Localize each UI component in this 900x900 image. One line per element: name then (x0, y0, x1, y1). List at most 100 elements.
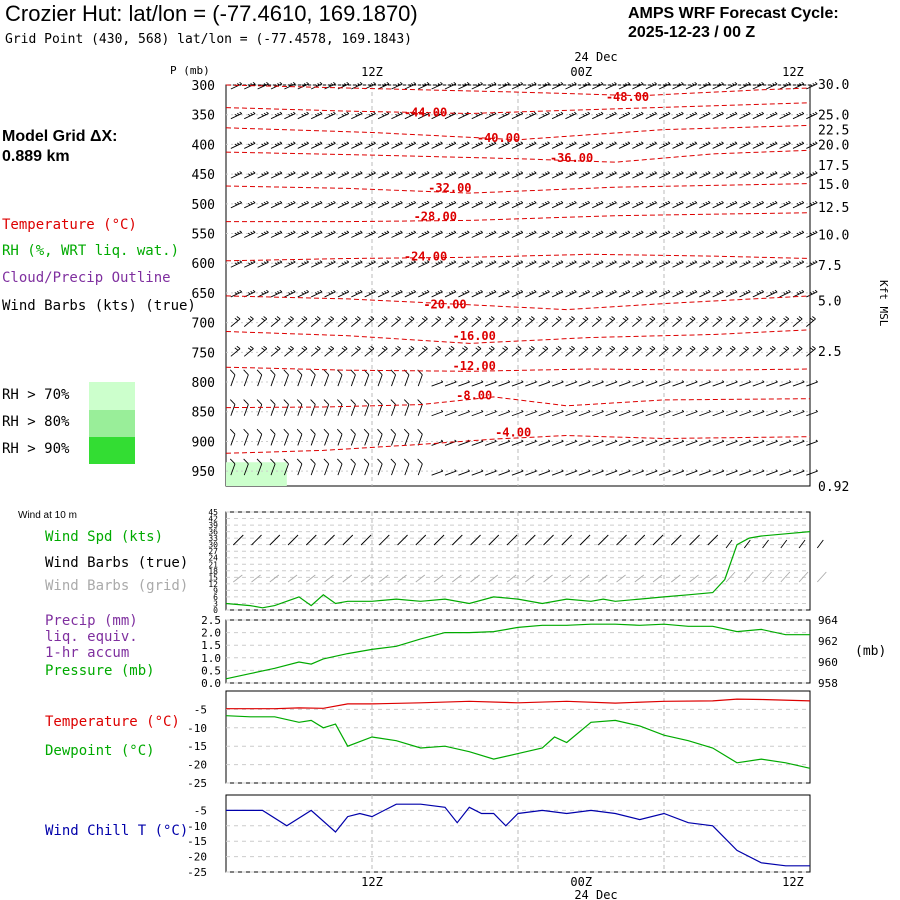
wind-barb-flag (252, 141, 256, 144)
wind-barb-staff (779, 83, 791, 90)
wind-barb (377, 141, 390, 149)
wind-barb (511, 230, 524, 238)
wind-barb (632, 439, 644, 446)
wind-barb-staff (498, 113, 510, 120)
wind-barb-staff (270, 463, 276, 476)
wind-barb (739, 111, 751, 120)
wind-barb-flag (625, 142, 628, 145)
wind-barb (471, 200, 483, 209)
wind-barb-flag (611, 172, 615, 175)
wind-barb-flag (328, 232, 331, 236)
wind-barb-flag (328, 262, 331, 265)
wind-barb-flag (707, 260, 711, 263)
wind-barb-staff (351, 142, 363, 149)
wind-barb-flag (515, 203, 519, 206)
wind-barb-staff (324, 232, 336, 238)
wind-barb-staff (404, 348, 415, 357)
wind-barb-staff (672, 440, 684, 446)
wind-barb (806, 111, 818, 120)
wind-barb (471, 171, 483, 179)
wind-barb-flag (747, 171, 751, 174)
wind-barb-flag (274, 347, 279, 351)
wind-barb-flag (261, 203, 264, 206)
wind-barb (403, 458, 410, 476)
wind-barb (605, 111, 617, 120)
wind-barb-flag (584, 231, 588, 234)
wind-barb (712, 230, 724, 238)
wind-barb-flag (573, 171, 577, 174)
wind-barb (658, 316, 669, 327)
wind-barb-staff (712, 411, 725, 417)
wind-barb-flag (560, 260, 564, 263)
wind-barb-flag (359, 82, 363, 85)
wind-barb-flag (481, 409, 484, 412)
wind-barb (444, 171, 457, 179)
wind-barb-flag (462, 292, 465, 295)
wind-barb-flag (521, 380, 524, 383)
wind-barb-flag (494, 469, 497, 472)
wind-barb-staff (337, 318, 348, 327)
wind-barb (725, 380, 738, 387)
wind-barb (592, 260, 604, 268)
wind-barb-flag (788, 260, 791, 263)
wind-barb-flag (547, 260, 550, 263)
isotherm-line (225, 102, 811, 115)
wind-barb-flag (785, 172, 789, 175)
wind-barb-flag (542, 232, 546, 236)
wind-barb-staff (511, 172, 523, 179)
wind-barb-flag (560, 230, 564, 233)
wind-barb-staff (725, 261, 738, 268)
wind-barb (458, 289, 470, 298)
wind-barb (605, 141, 617, 149)
height-tick-label: 20.0 (818, 138, 849, 153)
wind-barb (792, 200, 805, 209)
wind-barb (538, 260, 550, 268)
wind-barb-flag (721, 260, 724, 263)
true-wind-barb (287, 534, 299, 546)
wind-barb-flag (504, 316, 508, 320)
wind-barb (391, 171, 403, 179)
wind-barb (431, 82, 443, 90)
wind-barb-flag (504, 142, 508, 145)
wind-barb-flag (368, 173, 372, 176)
wind-barb-staff (498, 232, 510, 238)
wind-barb-staff (270, 202, 283, 209)
wind-barb-flag (263, 172, 267, 175)
wind-barb-flag (424, 261, 427, 264)
wind-barb-flag (397, 112, 401, 116)
wind-barb-staff (310, 374, 316, 387)
wind-barb (672, 289, 684, 298)
wind-barb (766, 380, 778, 387)
wind-barb (618, 171, 631, 179)
wind-barb-flag (734, 200, 738, 204)
wind-barb (229, 369, 236, 387)
wind-barb-staff (404, 202, 416, 209)
wind-barb-flag (769, 292, 773, 295)
wind-barb-flag (413, 171, 416, 174)
wind-barb (551, 289, 564, 298)
wind-barb-staff (511, 348, 522, 357)
wind-barb-flag (357, 142, 361, 145)
wind-barb-flag (595, 317, 600, 321)
wind-barb (672, 230, 684, 238)
wind-barb (551, 316, 562, 327)
wind-barb (310, 260, 323, 268)
wind-barb-staff (444, 113, 457, 120)
wind-barb (404, 230, 416, 238)
wind-barb-flag (801, 141, 805, 144)
wind-barb-flag (357, 112, 361, 116)
isotherm: -40.00 (225, 124, 811, 145)
wind-barb-staff (458, 318, 468, 327)
wind-barb (592, 469, 604, 476)
wind-barb (712, 409, 725, 417)
wind-barb-flag (480, 82, 483, 85)
wind-barb (565, 82, 577, 90)
wind-barb (699, 200, 711, 209)
wind-barb (739, 469, 751, 476)
wind-barb-flag (689, 317, 694, 321)
wind-barb-flag (328, 317, 332, 321)
wind-barb-flag (386, 171, 390, 174)
wind-barb-flag (649, 143, 653, 146)
wind-barb-flag (236, 291, 240, 294)
wind-barb-flag (357, 261, 361, 264)
